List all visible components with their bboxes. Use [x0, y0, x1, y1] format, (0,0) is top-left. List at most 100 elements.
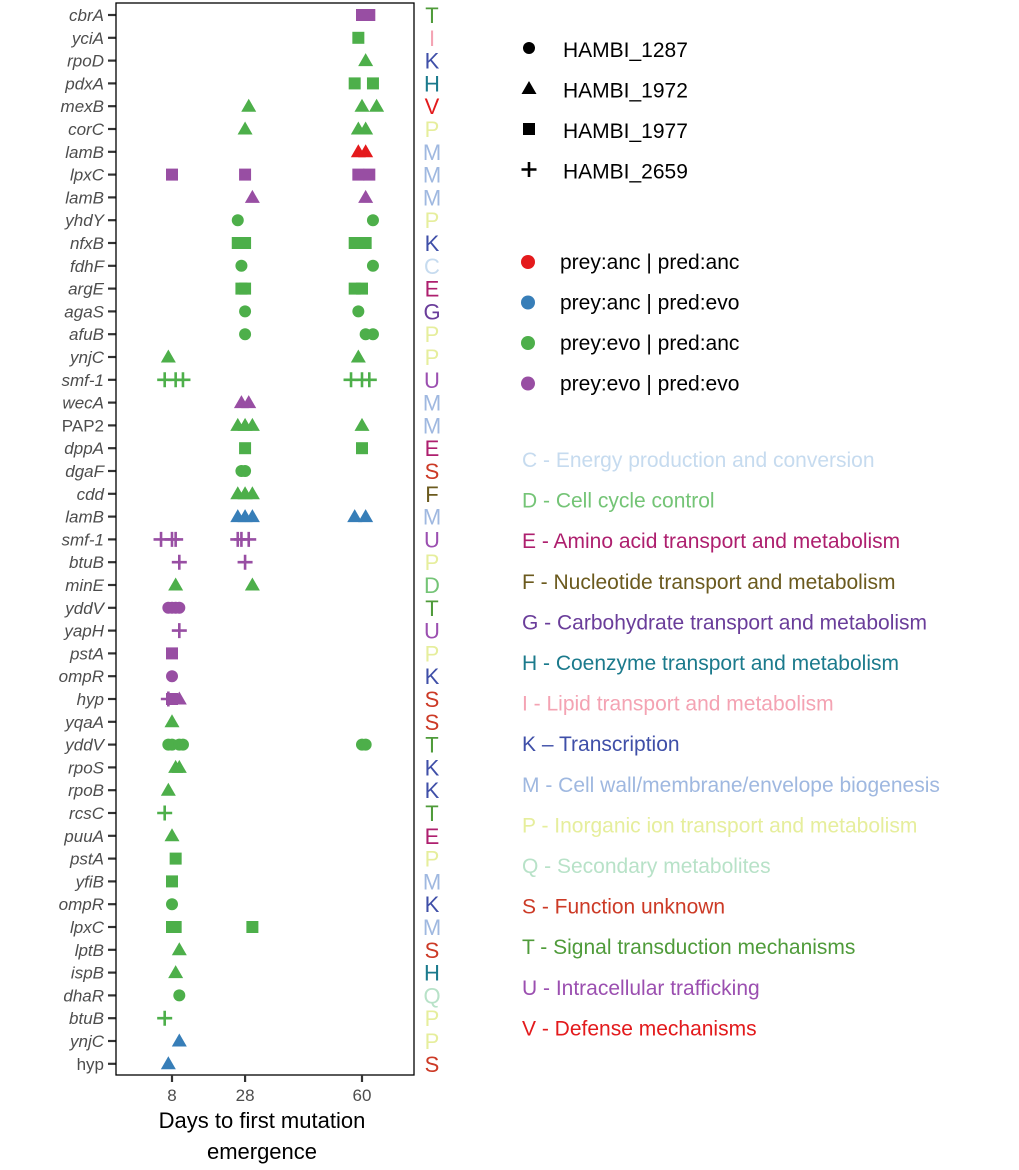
cog-letter: U	[424, 368, 440, 393]
data-point	[239, 442, 252, 455]
color-legend-label: prey:anc | pred:anc	[560, 251, 739, 274]
cog-letter: H	[424, 71, 440, 96]
y-tick-label: pstA	[69, 850, 104, 869]
data-point	[237, 121, 253, 135]
cog-letter: K	[425, 892, 440, 917]
y-tick-label: smf-1	[62, 530, 105, 549]
plot-panel-border	[115, 2, 415, 1076]
shape-legend-label: HAMBI_1977	[563, 120, 688, 143]
y-tick-label: mexB	[61, 97, 104, 116]
data-point	[171, 554, 187, 570]
cog-letter: T	[425, 596, 438, 621]
legend-key-square	[523, 123, 535, 135]
cog-letter: U	[424, 527, 440, 552]
y-tick-label: lamB	[65, 188, 104, 207]
cog-letter: M	[423, 185, 441, 210]
data-point	[358, 509, 374, 523]
data-point	[168, 577, 184, 591]
y-tick-label: pdxA	[64, 74, 104, 93]
cog-legend-entry: F - Nucleotide transport and metabolism	[522, 571, 896, 594]
cog-letter: H	[424, 961, 440, 986]
cog-letter: E	[425, 824, 440, 849]
data-point	[164, 828, 180, 842]
cog-letter: P	[425, 208, 440, 233]
data-point	[160, 349, 176, 363]
data-point	[239, 282, 252, 295]
y-tick-label: rcsC	[69, 804, 105, 823]
data-point	[241, 98, 257, 112]
cog-letter: T	[425, 3, 438, 28]
data-point	[366, 259, 379, 272]
data-point	[244, 417, 260, 431]
y-tick-label: ispB	[71, 964, 104, 983]
data-point	[355, 442, 368, 455]
cog-letter: E	[425, 436, 440, 461]
legend-key-color	[521, 255, 535, 269]
y-tick-label: ynjC	[69, 348, 105, 367]
cog-letter: M	[423, 505, 441, 530]
data-point	[359, 738, 372, 751]
data-point	[244, 577, 260, 591]
y-tick-label: rpoD	[67, 52, 104, 71]
data-point	[239, 305, 252, 318]
data-point	[358, 189, 374, 203]
legend-key-color	[521, 336, 535, 350]
data-point	[157, 805, 173, 821]
y-tick-label: rpoB	[68, 781, 104, 800]
data-point	[347, 509, 363, 523]
data-points	[153, 9, 385, 1070]
cog-legend-entry: D - Cell cycle control	[522, 490, 715, 513]
data-point	[171, 691, 187, 705]
y-tick-label: yapH	[63, 622, 104, 641]
y-tick-label: lamB	[65, 143, 104, 162]
color-legend-label: prey:evo | pred:anc	[560, 332, 739, 355]
data-point	[168, 531, 184, 547]
cog-letter: P	[425, 322, 440, 347]
y-tick-label: dgaF	[65, 462, 105, 481]
legend-key-plus	[521, 162, 537, 177]
cog-letter: S	[425, 459, 440, 484]
cog-legend-entry: V - Defense mechanisms	[522, 1017, 757, 1040]
data-point	[244, 486, 260, 500]
data-point	[160, 782, 176, 796]
y-tick-label: ompR	[59, 895, 104, 914]
data-point	[237, 554, 253, 570]
cog-letter: I	[429, 26, 435, 51]
cog-legend-entry: C - Energy production and conversion	[522, 449, 875, 472]
data-point	[241, 395, 257, 409]
cog-letter: K	[425, 664, 440, 689]
y-tick-label: yddV	[64, 736, 105, 755]
y-tick-label: yqaA	[64, 713, 104, 732]
data-point	[352, 31, 365, 44]
y-tick-label: lamB	[65, 508, 104, 527]
cog-legend-entry: E - Amino acid transport and metabolism	[522, 530, 900, 553]
data-point	[358, 53, 374, 67]
cog-category-column: TIKHVPMMMPKCEGPPUMMESFMUPDTUPKSSTKKTEPMK…	[423, 3, 441, 1077]
y-tick-label: dppA	[64, 439, 104, 458]
y-tick-label: ompR	[59, 667, 104, 686]
y-axis: cbrA yciA rpoD pdxA mexB corC lamB lpxC lamB yhdY…	[59, 6, 116, 1074]
cog-letter: S	[425, 938, 440, 963]
data-point	[361, 372, 377, 388]
y-tick-label: btuB	[69, 1009, 104, 1028]
x-tick-label: 60	[353, 1086, 372, 1105]
cog-letter: S	[425, 710, 440, 735]
cog-letter: Q	[423, 983, 440, 1008]
x-axis-title-line-2: emergence	[207, 1139, 317, 1164]
data-point	[241, 531, 257, 547]
cog-letter: U	[424, 619, 440, 644]
data-point	[354, 98, 370, 112]
data-point	[348, 77, 361, 90]
cog-letter: T	[425, 733, 438, 758]
y-tick-label: yfiB	[75, 872, 104, 891]
x-axis: 8 28 60	[167, 1075, 371, 1105]
cog-legend-entry: H - Coenzyme transport and metabolism	[522, 652, 899, 675]
data-point	[164, 714, 180, 728]
data-point	[175, 372, 191, 388]
cog-letter: F	[425, 482, 438, 507]
cog-letter: K	[425, 49, 440, 74]
cog-legend-entry: S - Function unknown	[522, 896, 725, 919]
cog-letter: M	[423, 413, 441, 438]
y-tick-label: btuB	[69, 553, 104, 572]
y-tick-label: cdd	[77, 485, 105, 504]
